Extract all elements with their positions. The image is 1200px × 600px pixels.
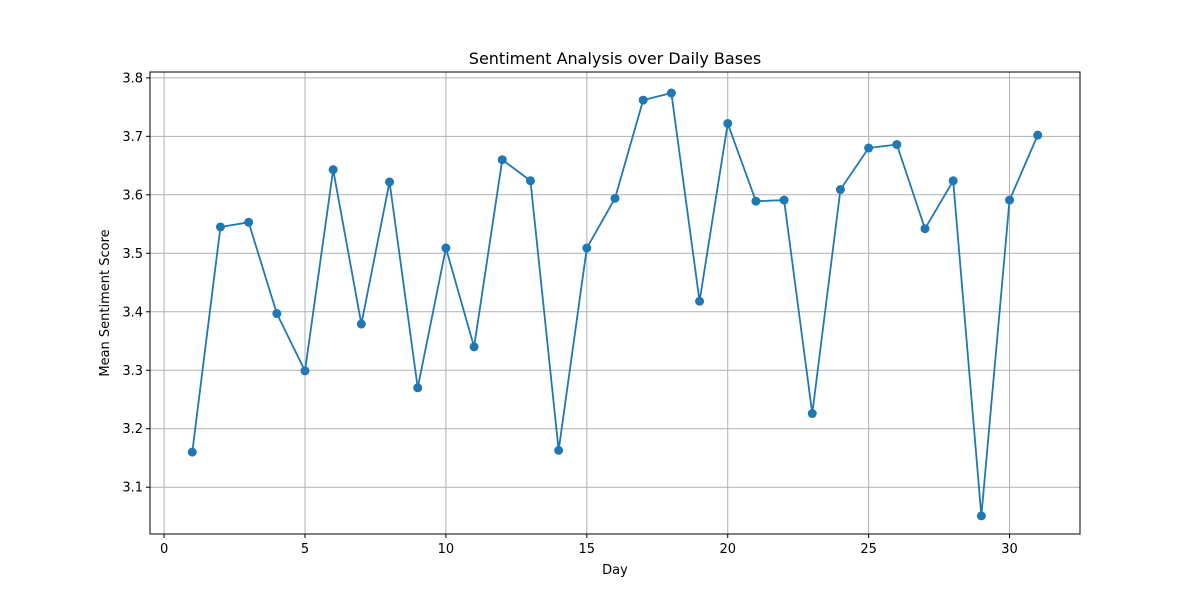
x-axis-title: Day [602,563,628,578]
data-point [272,309,282,319]
y-tick-label: 3.5 [122,247,143,262]
data-point [525,176,535,186]
data-point [610,193,620,203]
data-point [892,140,902,150]
data-point [187,447,197,457]
data-point [356,319,366,329]
data-point [695,296,705,306]
x-tick-label: 10 [438,542,455,557]
data-point [244,217,254,227]
axis-ticks: 0 5 10 15 20 25 30 3.1 3.2 3.3 3.4 3.5 3.6 3.7 3.8 [122,71,1018,557]
y-tick-label: 3.2 [122,422,143,437]
data-point [554,445,564,455]
data-point [469,342,479,352]
data-point [864,143,874,153]
data-point [779,195,789,205]
data-point [638,95,648,105]
y-tick-label: 3.8 [122,71,143,86]
data-point [413,383,423,393]
y-tick-label: 3.4 [122,305,143,320]
x-tick-label: 15 [579,542,596,557]
data-point [723,118,733,128]
plot-frame [149,71,1081,535]
x-tick-label: 25 [860,542,877,557]
data-point [1033,130,1043,140]
data-point [215,222,225,232]
data-point [976,511,986,521]
data-point [497,155,507,165]
data-point [835,185,845,195]
y-tick-label: 3.7 [122,130,143,145]
y-tick-label: 3.1 [122,481,143,496]
data-point [441,243,451,253]
y-axis-title: Mean Sentiment Score [98,229,113,376]
data-series [187,88,1043,521]
data-point [300,366,310,376]
x-tick-label: 5 [301,542,309,557]
data-point [920,224,930,234]
data-point [582,243,592,253]
y-tick-label: 3.6 [122,188,143,203]
x-tick-label: 20 [719,542,736,557]
y-tick-label: 3.3 [122,364,143,379]
data-point [948,176,958,186]
data-point [385,177,395,187]
data-point [328,165,338,175]
x-tick-label: 0 [160,542,168,557]
chart-title: Sentiment Analysis over Daily Bases [469,49,761,68]
data-point [751,196,761,206]
x-tick-label: 30 [1001,542,1018,557]
data-point [1005,195,1015,205]
data-point [666,88,676,98]
data-point [807,409,817,419]
